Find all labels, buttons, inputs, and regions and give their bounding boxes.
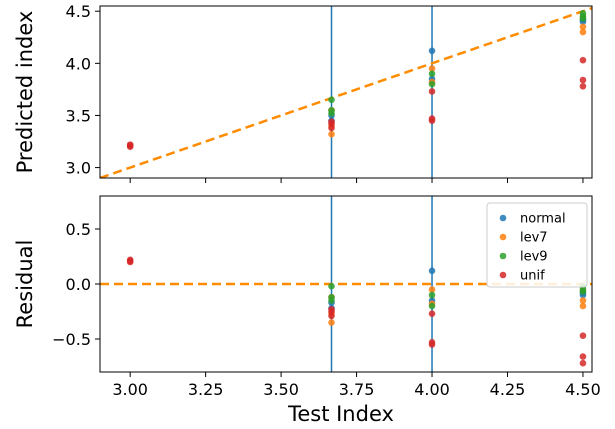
- point-lev7-1: [328, 130, 335, 138]
- y-tick-label: 4.0: [66, 54, 91, 73]
- y-axis-label: Predicted index: [13, 11, 37, 174]
- residual-panel: −0.5 0.0 0.5 3.00 3.25 3.50 3.75 4.00 4.25 4.50 Re…: [13, 195, 601, 426]
- point-unif-9: [428, 339, 436, 346]
- point-lev7-6: [579, 28, 587, 36]
- y-tick-label: 0.0: [66, 275, 91, 294]
- series-lev7: [328, 286, 587, 326]
- point-lev9-4: [428, 291, 436, 299]
- legend-label-normal: normal: [520, 212, 566, 227]
- point-lev9-3: [328, 110, 335, 117]
- legend-marker-lev9: [499, 252, 507, 260]
- legend-box: [486, 202, 588, 288]
- point-unif-11: [579, 359, 587, 367]
- point-lev7-4: [428, 65, 436, 72]
- x-tick-label: 3.00: [112, 380, 148, 399]
- point-lev9-3: [328, 297, 335, 304]
- point-unif-9: [428, 115, 436, 122]
- legend-marker-lev7: [499, 233, 507, 241]
- point-lev9-5: [428, 80, 436, 88]
- x-tick-label: 3.25: [188, 380, 224, 399]
- point-lev9-1: [328, 282, 335, 290]
- legend: normal lev7 lev9 unif: [486, 202, 588, 288]
- reference-line: [100, 6, 592, 178]
- point-lev7-1: [328, 319, 335, 326]
- point-unif-12: [579, 332, 587, 340]
- legend-marker-unif: [499, 271, 507, 279]
- axes-frame: [99, 5, 593, 179]
- x-tick-label: 4.00: [414, 380, 450, 399]
- predicted-index-panel: 3.0 3.5 4.0 4.5 Predicted index: [13, 2, 593, 183]
- y-tick-label: 4.5: [66, 2, 91, 21]
- point-unif-3: [126, 258, 134, 266]
- point-normal-3: [428, 47, 436, 55]
- y-tick-label: 3.5: [66, 106, 91, 125]
- series-lev7: [328, 13, 587, 138]
- point-normal-3: [428, 267, 436, 275]
- legend-label-unif: unif: [520, 269, 545, 284]
- x-tick-label: 4.25: [490, 380, 526, 399]
- point-unif-6: [328, 312, 335, 320]
- point-lev7-4: [428, 286, 436, 293]
- point-lev9-8: [579, 9, 587, 17]
- point-lev7-7: [579, 23, 587, 31]
- y-tick-label: 3.0: [66, 159, 91, 178]
- point-unif-5: [328, 306, 335, 313]
- point-unif-7: [428, 310, 436, 318]
- point-unif-5: [328, 118, 335, 126]
- x-tick-label: 4.50: [565, 380, 601, 399]
- series-unif: [126, 256, 587, 367]
- point-lev9-5: [428, 302, 436, 310]
- series-normal: [328, 16, 587, 124]
- point-unif-10: [579, 76, 587, 84]
- point-unif-11: [579, 82, 587, 90]
- point-lev9-4: [428, 70, 436, 78]
- point-unif-12: [579, 56, 587, 64]
- point-unif-7: [428, 88, 436, 95]
- legend-label-lev9: lev9: [520, 250, 548, 265]
- legend-label-lev7: lev7: [520, 231, 548, 246]
- y-axis-label: Residual: [13, 240, 37, 329]
- y-tick-label: 0.5: [66, 220, 91, 239]
- plot-area: [100, 6, 592, 178]
- x-axis-label: Test Index: [287, 402, 394, 426]
- legend-marker-normal: [499, 214, 507, 222]
- x-tick-label: 3.50: [263, 380, 299, 399]
- point-lev7-7: [579, 297, 587, 304]
- point-lev7-6: [579, 302, 587, 310]
- series-lev9: [328, 9, 587, 117]
- point-unif-3: [126, 143, 134, 151]
- point-lev9-1: [328, 96, 335, 104]
- point-unif-10: [579, 353, 587, 360]
- y-tick-label: −0.5: [52, 330, 91, 349]
- point-unif-6: [328, 124, 335, 132]
- x-tick-label: 3.75: [339, 380, 375, 399]
- series-unif: [126, 56, 587, 151]
